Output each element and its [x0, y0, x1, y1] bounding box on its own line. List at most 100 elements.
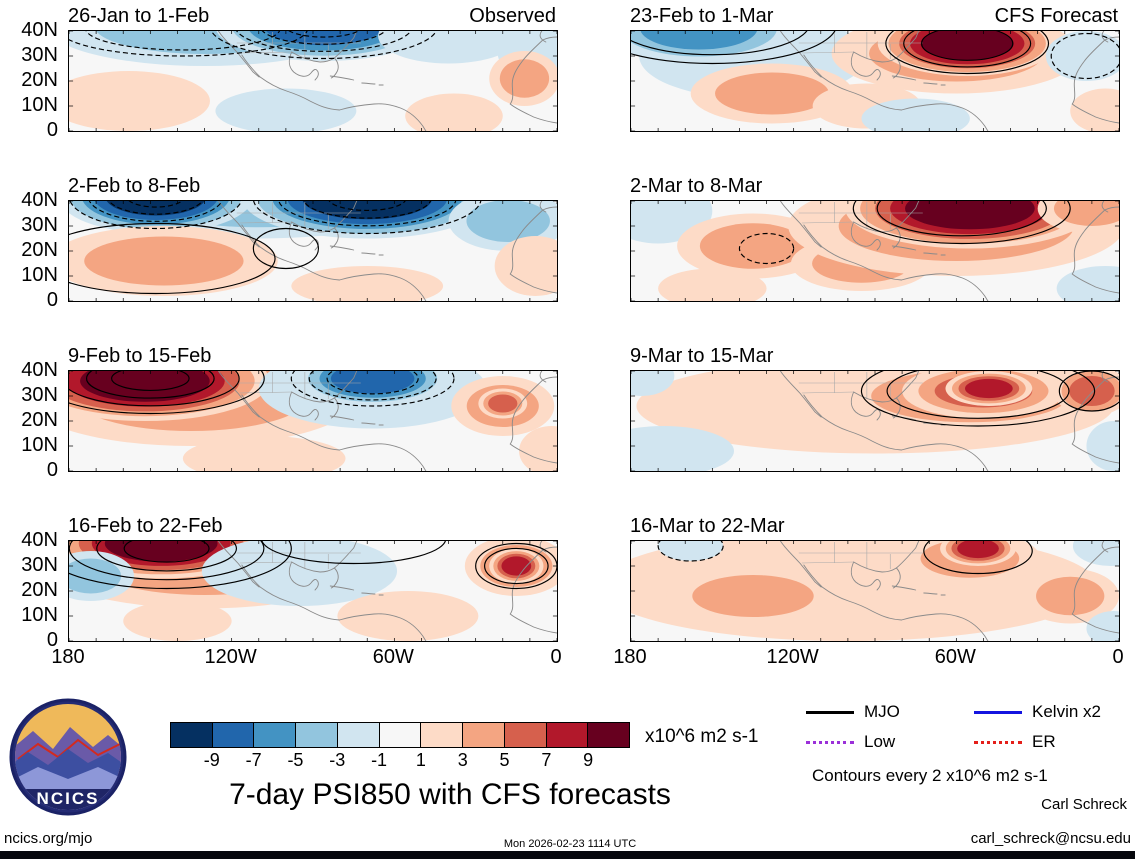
- column-header: CFS Forecast: [994, 5, 1118, 27]
- colorbar-cell: [462, 723, 504, 747]
- colorbar-cell: [211, 723, 254, 747]
- logo-outline: [9, 698, 127, 816]
- legend-item: ER: [974, 732, 1056, 752]
- map-panel: [68, 540, 558, 642]
- lon-tick-label: 180: [613, 646, 647, 668]
- panel-title: 2-Mar to 8-Mar: [630, 174, 1118, 198]
- colorbar: [170, 722, 630, 748]
- panel-title: 2-Feb to 8-Feb: [68, 174, 556, 198]
- lat-tick-label: 40N: [21, 359, 58, 381]
- colorbar-tick-label: -1: [371, 750, 388, 770]
- logo-text: NCICS: [37, 789, 100, 808]
- colorbar-units: x10^6 m2 s-1: [645, 726, 759, 747]
- colorbar-cell: [378, 723, 421, 747]
- lat-tick-label: 40N: [21, 189, 58, 211]
- lat-tick-label: 20N: [21, 409, 58, 431]
- colorbar-tick-label: 7: [541, 750, 552, 770]
- colorbar-cell: [295, 723, 337, 747]
- contour-note: Contours every 2 x10^6 m2 s-1: [812, 766, 1048, 785]
- colorbar-tick-label: -5: [287, 750, 304, 770]
- legend-label: Kelvin x2: [1032, 702, 1101, 721]
- colorbar-cell: [420, 723, 463, 747]
- lat-tick-label: 30N: [21, 214, 58, 236]
- colorbar-tick-label: 3: [457, 750, 468, 770]
- lat-tick-label: 10N: [21, 434, 58, 456]
- ncics-logo: NCICS: [9, 698, 127, 816]
- lon-tick-label: 0: [1112, 646, 1124, 668]
- panel-date-range: 9-Feb to 15-Feb: [68, 345, 212, 367]
- panel-date-range: 16-Mar to 22-Mar: [630, 515, 785, 537]
- lat-tick-label: 20N: [21, 69, 58, 91]
- lat-tick-label: 30N: [21, 554, 58, 576]
- lat-tick-label: 10N: [21, 264, 58, 286]
- colorbar-tick-label: 9: [583, 750, 594, 770]
- legend-item: MJO: [806, 702, 900, 722]
- generation-timestamp: Mon 2026-02-23 1114 UTC: [503, 838, 637, 850]
- colorbar-cell: [253, 723, 296, 747]
- lat-tick-label: 0: [46, 289, 58, 311]
- legend-label: Low: [864, 732, 896, 751]
- logo-red-line: [17, 738, 121, 760]
- legend-line-sample: [806, 740, 854, 744]
- map-panel: [630, 540, 1120, 642]
- lat-tick-label: 30N: [21, 384, 58, 406]
- colorbar-tick-label: -7: [245, 750, 262, 770]
- author-credit: Carl Schreck: [1041, 796, 1127, 813]
- colorbar-cell: [587, 723, 630, 747]
- legend-line-sample: [974, 740, 1022, 744]
- map-panel: [68, 30, 558, 132]
- lon-tick-label: 180: [51, 646, 85, 668]
- legend-item: Kelvin x2: [974, 702, 1101, 722]
- colorbar-tick-label: 1: [415, 750, 426, 770]
- legend-item: Low: [806, 732, 895, 752]
- colorbar-tick-label: -3: [329, 750, 346, 770]
- lat-tick-label: 0: [46, 459, 58, 481]
- panel-date-range: 26-Jan to 1-Feb: [68, 5, 210, 27]
- author-email: carl_schreck@ncsu.edu: [970, 830, 1131, 847]
- lat-tick-label: 20N: [21, 579, 58, 601]
- lat-tick-label: 40N: [21, 529, 58, 551]
- panel-title: 26-Jan to 1-Feb Observed: [68, 4, 556, 28]
- lat-tick-label: 0: [46, 119, 58, 141]
- lon-tick-label: 120W: [204, 646, 257, 668]
- lat-tick-label: 30N: [21, 44, 58, 66]
- colorbar-cell: [171, 723, 212, 747]
- panel-date-range: 23-Feb to 1-Mar: [630, 5, 774, 27]
- site-url: ncics.org/mjo: [4, 830, 93, 847]
- panel-date-range: 2-Feb to 8-Feb: [68, 175, 201, 197]
- colorbar-tick-label: -9: [203, 750, 220, 770]
- column-header: Observed: [469, 5, 556, 27]
- legend-line-sample: [806, 710, 854, 714]
- lat-tick-label: 40N: [21, 19, 58, 41]
- panel-title: 9-Feb to 15-Feb: [68, 344, 556, 368]
- legend-label: ER: [1032, 732, 1056, 751]
- lat-tick-label: 10N: [21, 94, 58, 116]
- lon-tick-label: 0: [550, 646, 562, 668]
- lat-tick-label: 20N: [21, 239, 58, 261]
- colorbar-cell: [545, 723, 588, 747]
- map-panel: [630, 200, 1120, 302]
- colorbar-tick-label: 5: [499, 750, 510, 770]
- panel-date-range: 16-Feb to 22-Feb: [68, 515, 223, 537]
- lat-tick-label: 0: [46, 629, 58, 651]
- lon-tick-label: 60W: [934, 646, 976, 668]
- footer-bar: [0, 851, 1135, 859]
- map-panel: [68, 200, 558, 302]
- map-panel: [68, 370, 558, 472]
- panel-date-range: 2-Mar to 8-Mar: [630, 175, 763, 197]
- figure-title: 7-day PSI850 with CFS forecasts: [229, 778, 671, 811]
- panel-date-range: 9-Mar to 15-Mar: [630, 345, 774, 367]
- legend-label: MJO: [864, 702, 900, 721]
- panel-title: 16-Feb to 22-Feb: [68, 514, 556, 538]
- legend-line-sample: [974, 710, 1022, 714]
- lon-tick-label: 120W: [766, 646, 819, 668]
- lon-tick-label: 60W: [372, 646, 414, 668]
- colorbar-cell: [503, 723, 546, 747]
- map-panel: [630, 30, 1120, 132]
- map-panel: [630, 370, 1120, 472]
- wave-legend: MJO Kelvin x2 Low ER: [806, 702, 1135, 766]
- panel-title: 16-Mar to 22-Mar: [630, 514, 1118, 538]
- colorbar-cell: [336, 723, 379, 747]
- panel-title: 23-Feb to 1-Mar CFS Forecast: [630, 4, 1118, 28]
